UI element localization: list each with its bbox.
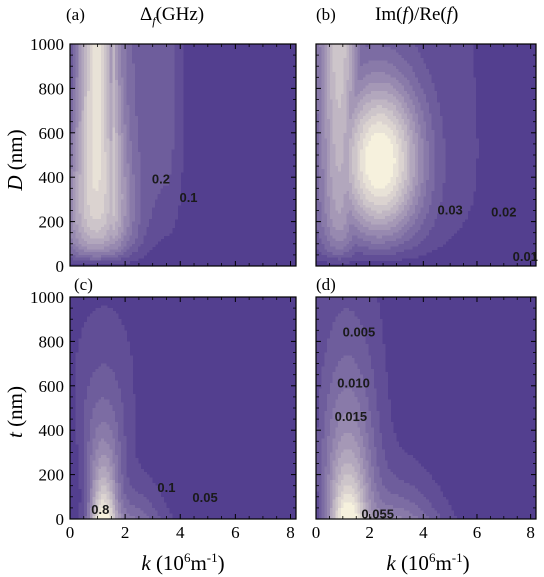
panel-a-ytick-label: 800 [39, 79, 65, 98]
panel-d-xtick-label: 2 [365, 523, 374, 542]
panel-a-ytick-label: 0 [56, 257, 65, 276]
panel-d-xtick-label: 6 [473, 523, 482, 542]
panel-d-plot: 0 2 4 6 8 0.005 0.010 0.015 0.055 [312, 296, 537, 542]
x-axis-label-left: k (106m-1) [141, 550, 224, 575]
panel-b-contour-label: 0.02 [491, 205, 516, 220]
panel-c-ytick-label: 800 [39, 332, 65, 351]
panel-a-contour-label: 0.2 [152, 171, 170, 186]
panel-a-contour-label: 0.1 [179, 190, 197, 205]
panel-a-ytick-label: 1000 [30, 35, 64, 54]
panel-c-contour-label: 0.8 [91, 502, 109, 517]
panel-a-ytick-label: 400 [39, 168, 65, 187]
panel-c-xtick-label: 4 [176, 523, 185, 542]
panel-b-label: (b) [316, 5, 336, 24]
panel-a-ytick-label: 600 [39, 124, 65, 143]
panel-c-ytick-label: 0 [56, 510, 65, 529]
panel-c-ytick-label: 400 [39, 421, 65, 440]
panel-d-label: (d) [316, 275, 336, 294]
panel-b-contour-label: 0.01 [513, 249, 538, 264]
panel-d-contour-label: 0.005 [343, 324, 376, 339]
panel-c-xtick-label: 8 [286, 523, 295, 542]
panel-c-contour-label: 0.05 [192, 490, 217, 505]
panel-d-contour-fill [316, 297, 457, 519]
panel-b-title: Im(f)/Re(f) [375, 4, 458, 25]
panel-c-plot: 0 2 4 6 8 0 200 400 600 800 1000 0.8 0.1 0.05 [30, 288, 297, 542]
panel-b-plot: 0.03 0.02 0.01 [315, 43, 538, 267]
panel-a-title-main: Δ [140, 4, 152, 25]
panel-d-contour-label: 0.010 [337, 375, 370, 390]
panel-a-ytick-label: 200 [39, 213, 65, 232]
panel-c-contour-fill [75, 305, 173, 519]
panel-a-plot: 0 200 400 600 800 1000 0.2 0.1 [30, 35, 297, 276]
panel-a-contour-fill [70, 44, 184, 264]
panel-a-title: Δf(GHz) [140, 4, 204, 28]
panel-c-ytick-label: 600 [39, 377, 65, 396]
panel-c-contour-label: 0.1 [157, 480, 175, 495]
panel-c-xtick-label: 0 [66, 523, 75, 542]
panel-c-ytick-label: 1000 [30, 288, 64, 307]
panel-c-xtick-label: 6 [231, 523, 240, 542]
panel-d-contour-label: 0.015 [335, 409, 368, 424]
panel-a-label: (a) [66, 5, 85, 24]
panel-c-xtick-label: 2 [121, 523, 130, 542]
top-y-axis-label: D (nm) [3, 129, 27, 191]
panel-a-title-sub: f [152, 14, 157, 28]
bottom-y-axis-label: t (nm) [3, 386, 27, 438]
x-axis-label-right: k (106m-1) [386, 550, 469, 575]
panel-c-ytick-label: 200 [39, 466, 65, 485]
panel-c-label: (c) [74, 275, 93, 294]
panel-d-contour-label: 0.055 [361, 506, 394, 521]
panel-a-title-rest: (GHz) [156, 4, 205, 25]
panel-d-xtick-label: 4 [419, 523, 428, 542]
panel-d-xtick-label: 0 [312, 523, 321, 542]
panel-d-xtick-label: 8 [526, 523, 535, 542]
panel-b-contour-fill [316, 44, 479, 264]
panel-b-contour-label: 0.03 [437, 202, 462, 217]
